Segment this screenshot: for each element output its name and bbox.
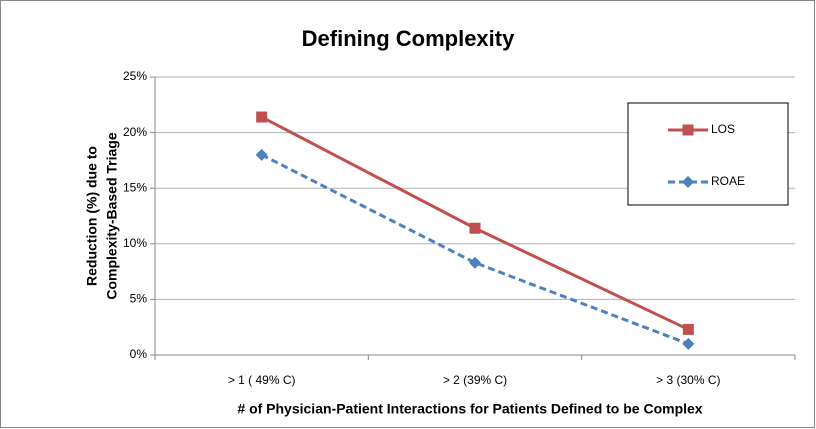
marker — [256, 111, 268, 123]
x-tick-label: > 1 ( 49% C) — [228, 373, 296, 387]
legend-label: ROAE — [711, 174, 745, 188]
y-axis-title: Complexity-Based Triage — [104, 132, 120, 299]
chart-title: Defining Complexity — [302, 26, 515, 51]
marker — [682, 323, 694, 335]
series-line — [260, 153, 689, 346]
legend-label: LOS — [711, 122, 735, 136]
y-axis-title: Reduction (%) due to — [84, 146, 100, 286]
marker — [469, 256, 481, 269]
legend-marker — [682, 176, 694, 188]
x-tick-label: > 3 (30% C) — [656, 373, 720, 387]
legend-marker — [682, 124, 694, 136]
y-tick-label: 20% — [123, 125, 147, 139]
y-tick-label: 5% — [130, 292, 148, 306]
marker — [682, 337, 695, 350]
marker — [469, 222, 481, 234]
y-tick-label: 25% — [123, 69, 147, 83]
y-tick-label: 10% — [123, 236, 147, 250]
y-tick-label: 15% — [123, 180, 147, 194]
y-tick-label: 0% — [130, 347, 148, 361]
x-tick-label: > 2 (39% C) — [443, 373, 507, 387]
legend-box — [627, 102, 789, 206]
marker — [255, 148, 268, 161]
x-axis-title: # of Physician-Patient Interactions for … — [237, 401, 702, 417]
